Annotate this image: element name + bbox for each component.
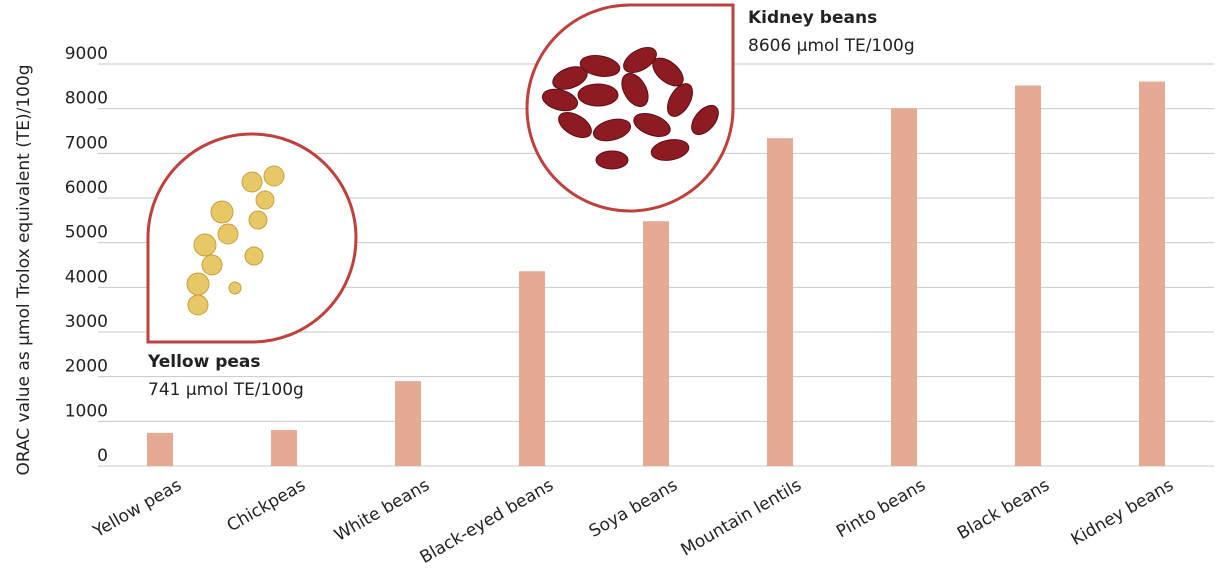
y-tick-label: 8000 [65,89,108,109]
bar [1015,85,1041,466]
bar [395,381,421,466]
y-tick-label: 9000 [65,44,108,64]
y-tick-label: 3000 [65,312,108,332]
y-axis-label: ORAC value as µmol Trolox equivalent (TE… [14,64,34,475]
annotation-text: 741 µmol TE/100g [148,380,304,400]
y-tick-label: 6000 [65,178,108,198]
x-tick-label: Black beans [954,475,1053,544]
y-tick-label: 4000 [65,267,108,287]
annotation-title: Yellow peas [147,352,261,372]
y-tick-label: 2000 [65,357,108,377]
x-tick-label: White beans [331,475,433,545]
bar [519,271,545,466]
y-tick-label: 1000 [65,401,108,421]
y-tick-label: 0 [97,446,108,466]
bar [271,430,297,466]
bar [891,108,917,466]
annotation-text: 8606 µmol TE/100g [748,36,915,56]
bar [643,221,669,466]
x-tick-label: Mountain lentils [678,475,805,560]
x-tick-label: Kidney beans [1068,475,1177,550]
kidney-beans-photo [525,3,735,213]
yellow-peas-photo [146,132,358,344]
x-tick-label: Soya beans [586,475,681,542]
bar [1139,81,1165,466]
x-tick-label: Black-eyed beans [417,475,558,568]
y-tick-label: 7000 [65,133,108,153]
x-tick-label: Pinto beans [833,475,929,542]
annotation-title: Kidney beans [748,8,877,28]
bar [147,432,173,466]
x-tick-label: Yellow peas [89,475,185,542]
x-tick-label: Chickpeas [224,475,310,536]
bar [767,138,793,466]
y-tick-label: 5000 [65,223,108,243]
